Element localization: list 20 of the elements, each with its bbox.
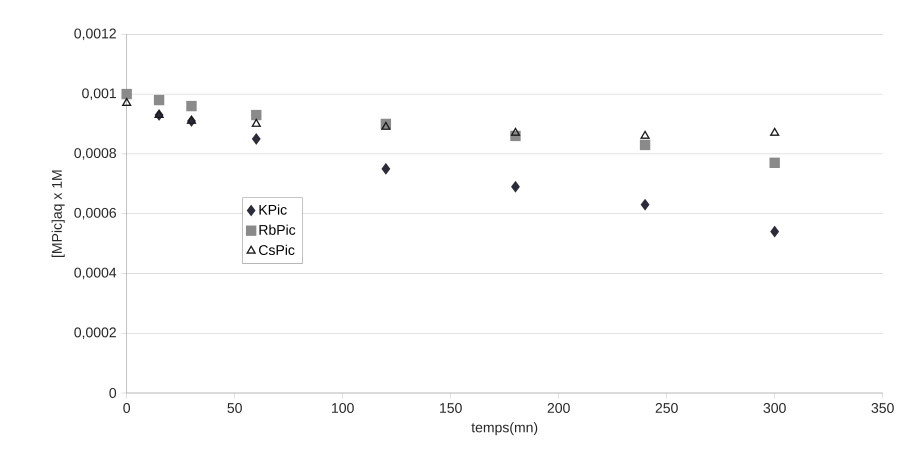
x-tick-label: 50 [227,403,242,413]
y-tick-label: 0,0004 [74,268,116,280]
x-tick-label: 200 [548,403,570,413]
x-tick-label: 100 [332,403,354,413]
y-axis-title: [MPic]aq x 1M [52,170,65,257]
x-tick-label: 250 [656,403,678,413]
legend-label: KPic [259,204,287,215]
x-tick-label: 300 [764,403,786,413]
y-tick-label: 0,0012 [74,28,116,40]
x-tick-label: 350 [872,403,894,413]
x-axis-title: temps(mn) [471,422,538,436]
y-tick-label: 0,0002 [74,327,116,339]
y-tick-label: 0 [109,388,116,398]
x-tick-label: 0 [123,403,130,413]
y-tick-label: 0,0006 [74,208,116,220]
y-tick-label: 0,0008 [74,148,116,160]
y-tick-label: 0,001 [82,88,116,100]
legend-label: CsPic [259,244,295,256]
x-tick-label: 150 [440,403,462,413]
legend-label: RbPic [259,224,296,235]
